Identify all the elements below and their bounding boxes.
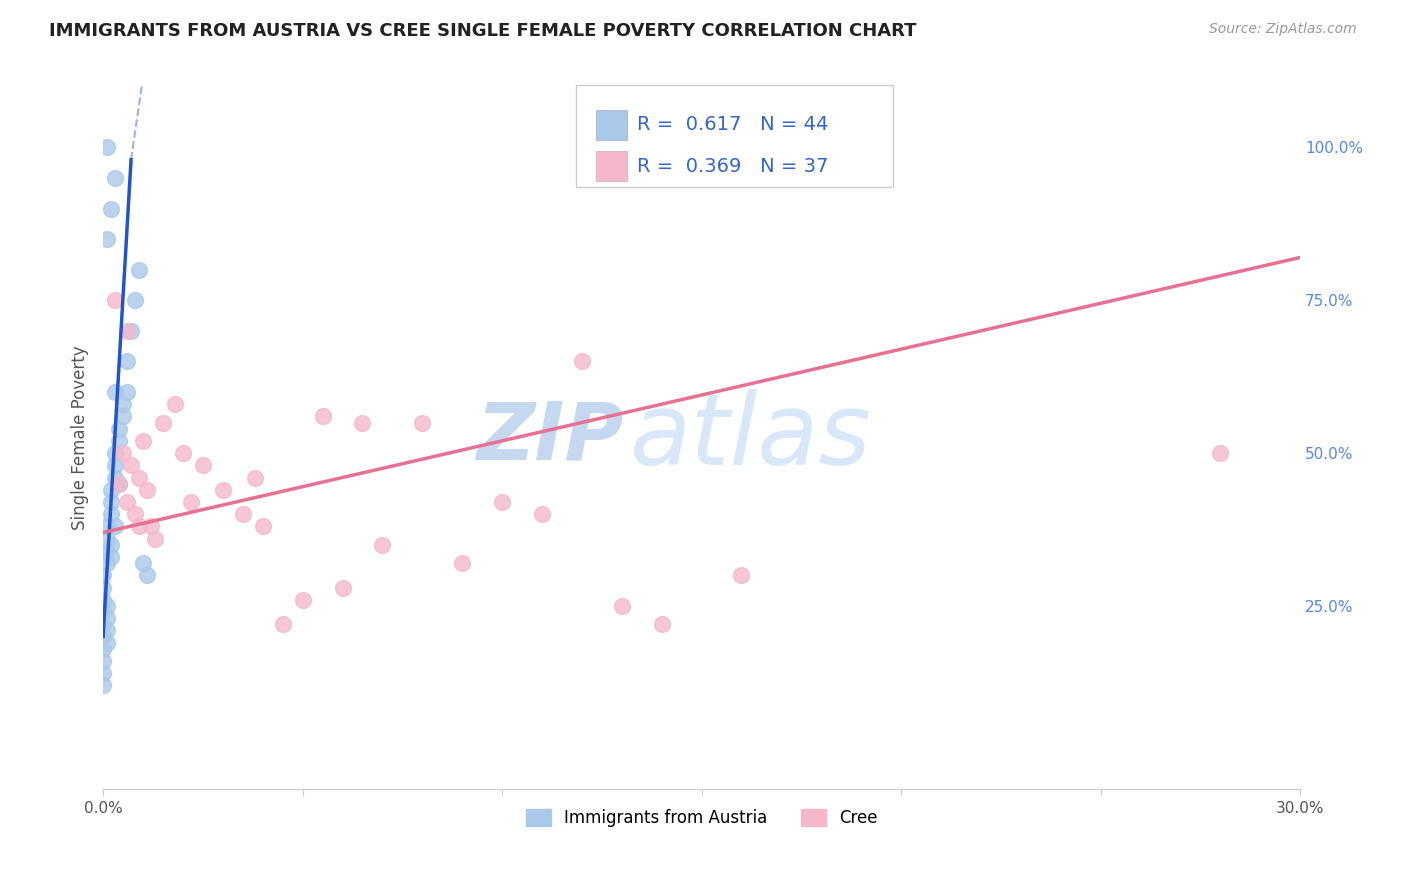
Point	[143, 532, 166, 546]
Point	[91, 641, 114, 656]
Legend: Immigrants from Austria, Cree: Immigrants from Austria, Cree	[519, 802, 884, 834]
Point	[96, 599, 118, 613]
Point	[136, 568, 159, 582]
Point	[96, 556, 118, 570]
Point	[411, 416, 433, 430]
Point	[104, 171, 127, 186]
Point	[96, 532, 118, 546]
Point	[132, 434, 155, 448]
Point	[163, 397, 186, 411]
Point	[128, 262, 150, 277]
Point	[96, 611, 118, 625]
Point	[451, 556, 474, 570]
Point	[108, 476, 131, 491]
Point	[100, 483, 122, 497]
Text: atlas: atlas	[630, 389, 872, 486]
Point	[108, 434, 131, 448]
Point	[124, 293, 146, 308]
Point	[211, 483, 233, 497]
Point	[152, 416, 174, 430]
Point	[371, 538, 394, 552]
Point	[530, 507, 553, 521]
Point	[139, 519, 162, 533]
Point	[112, 446, 135, 460]
Point	[571, 354, 593, 368]
Point	[91, 592, 114, 607]
Point	[271, 617, 294, 632]
Point	[96, 635, 118, 649]
Text: Source: ZipAtlas.com: Source: ZipAtlas.com	[1209, 22, 1357, 37]
Point	[115, 354, 138, 368]
Point	[104, 458, 127, 473]
Point	[100, 202, 122, 216]
Point	[91, 654, 114, 668]
Y-axis label: Single Female Poverty: Single Female Poverty	[72, 345, 89, 530]
Point	[91, 605, 114, 619]
Point	[128, 519, 150, 533]
Point	[115, 384, 138, 399]
Point	[100, 495, 122, 509]
Point	[96, 624, 118, 638]
Point	[311, 409, 333, 424]
Point	[100, 507, 122, 521]
Point	[332, 581, 354, 595]
Point	[730, 568, 752, 582]
Point	[610, 599, 633, 613]
Point	[128, 470, 150, 484]
Point	[108, 422, 131, 436]
Point	[352, 416, 374, 430]
Point	[96, 544, 118, 558]
Point	[96, 140, 118, 154]
Text: R =  0.369   N = 37: R = 0.369 N = 37	[637, 156, 828, 176]
Text: R =  0.617   N = 44: R = 0.617 N = 44	[637, 115, 828, 135]
Point	[491, 495, 513, 509]
Point	[243, 470, 266, 484]
Point	[91, 666, 114, 681]
Point	[115, 495, 138, 509]
Point	[1209, 446, 1232, 460]
Point	[120, 458, 142, 473]
Point	[651, 617, 673, 632]
Point	[112, 397, 135, 411]
Point	[91, 617, 114, 632]
Point	[112, 409, 135, 424]
Point	[91, 568, 114, 582]
Point	[136, 483, 159, 497]
Text: ZIP: ZIP	[477, 399, 624, 477]
Point	[104, 470, 127, 484]
Point	[91, 629, 114, 643]
Point	[96, 232, 118, 246]
Point	[104, 293, 127, 308]
Point	[232, 507, 254, 521]
Point	[180, 495, 202, 509]
Point	[291, 592, 314, 607]
Point	[91, 678, 114, 692]
Point	[115, 324, 138, 338]
Point	[100, 538, 122, 552]
Point	[172, 446, 194, 460]
Point	[132, 556, 155, 570]
Point	[104, 446, 127, 460]
Point	[252, 519, 274, 533]
Point	[104, 519, 127, 533]
Point	[100, 549, 122, 564]
Point	[91, 581, 114, 595]
Point	[191, 458, 214, 473]
Point	[104, 384, 127, 399]
Point	[120, 324, 142, 338]
Point	[124, 507, 146, 521]
Point	[108, 476, 131, 491]
Point	[96, 519, 118, 533]
Text: IMMIGRANTS FROM AUSTRIA VS CREE SINGLE FEMALE POVERTY CORRELATION CHART: IMMIGRANTS FROM AUSTRIA VS CREE SINGLE F…	[49, 22, 917, 40]
